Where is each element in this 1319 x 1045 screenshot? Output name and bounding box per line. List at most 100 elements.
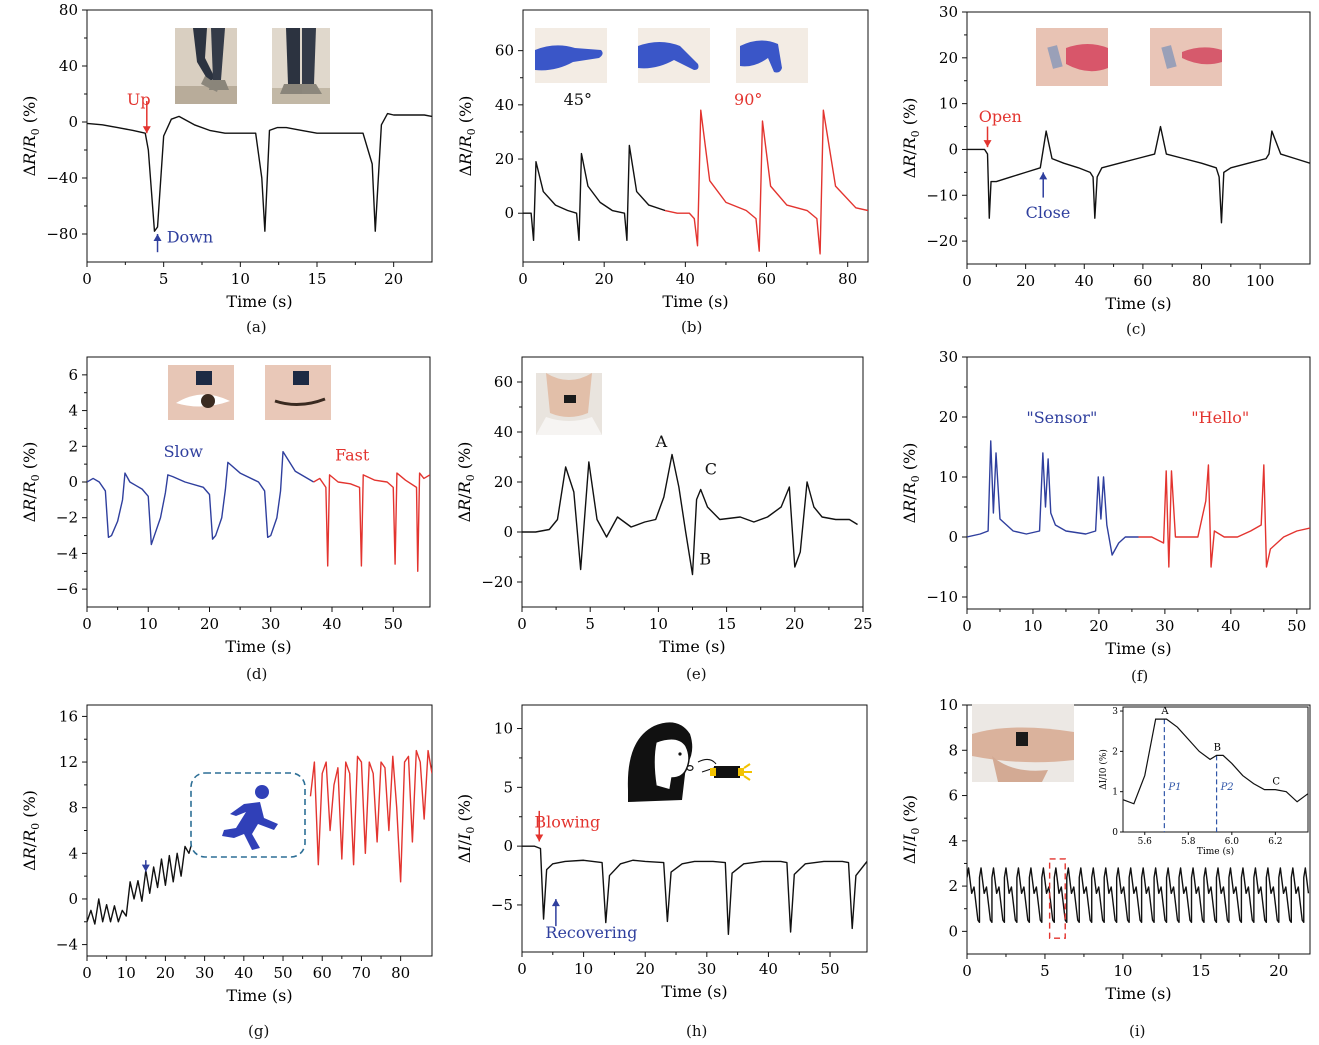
y-tick-label: 12 <box>59 753 78 771</box>
y-tick-label: −4 <box>56 936 78 954</box>
chart-c-arrowhead <box>1039 172 1048 180</box>
x-tick-label: 5 <box>1040 962 1050 980</box>
zoom-box <box>1048 858 1066 939</box>
chart-c-arrowhead <box>983 140 992 148</box>
y-tick-label: 0 <box>948 922 958 940</box>
chart-c-annotation: Open <box>979 107 1022 126</box>
chart-g: 0 10 20 30 40 50 60 70 80 −4 0 4 8 12 16 Time (s) ΔR/R0 … <box>0 690 440 1045</box>
y-tick-label: −2 <box>56 509 78 527</box>
x-tick-label: 20 <box>1089 617 1108 635</box>
chart-b-series-0 <box>523 144 666 242</box>
chart-b-series-1 <box>664 109 868 255</box>
chart-d: 0 10 20 30 40 50 −6 −4 −2 0 2 4 6 Time (s) ΔR/R0 (%) Sl… <box>0 345 440 690</box>
inset-point-label: C <box>1272 777 1280 788</box>
chart-b: 0 20 40 60 80 0 20 40 60 Time (s) ΔR/R0 (%) 45° 90° … <box>440 0 880 345</box>
y-tick-label: 5 <box>503 778 513 796</box>
x-tick-label: 60 <box>1133 272 1152 290</box>
chart-b-label: (b) <box>681 318 703 336</box>
mouth-open-photo <box>1036 28 1108 86</box>
y-tick-label: 20 <box>939 408 958 426</box>
chart-h-annotation: Blowing <box>534 812 600 831</box>
x-tick-label: 20 <box>595 270 614 288</box>
chart-e-label: (e) <box>686 665 707 683</box>
x-tick-label: 10 <box>574 960 593 978</box>
x-tick-label: 60 <box>313 964 332 982</box>
inset-point-label: B <box>1214 742 1221 753</box>
y-tick-label: 0 <box>68 113 78 131</box>
y-tick-label: −40 <box>46 169 78 187</box>
chart-c-plot: 0 20 40 60 80 100 −20 −10 0 10 20 30 Time (s) ΔR/R0 (… <box>900 3 1311 313</box>
chart-h-arrowhead <box>551 899 560 907</box>
chart-f-series-1 <box>1138 464 1310 568</box>
chart-g-arrowhead <box>141 864 150 872</box>
y-tick-label: −10 <box>926 186 958 204</box>
chart-g-label: (g) <box>248 1022 270 1040</box>
x-tick-label: 40 <box>676 270 695 288</box>
inset-x-tick-label: 6.2 <box>1268 837 1282 847</box>
chart-f: 0 10 20 30 40 50 −10 0 10 20 30 Time (s) ΔR/R0 (%) "S… <box>880 345 1319 690</box>
x-tick-label: 0 <box>517 615 527 633</box>
chart-d-series-1 <box>313 472 430 572</box>
y-tick-label: 2 <box>948 877 958 895</box>
inset-y-tick-label: 2 <box>1112 747 1118 757</box>
chart-e-ylabel: ΔR/R0 (%) <box>455 442 477 523</box>
x-tick-label: 0 <box>962 272 972 290</box>
chart-f-xlabel: Time (s) <box>1105 639 1171 658</box>
chart-d-annotation: Slow <box>164 442 204 461</box>
chart-i-frame <box>966 704 1311 955</box>
chart-a-ylabel: ΔR/R0 (%) <box>20 96 42 177</box>
x-tick-label: 20 <box>1016 272 1035 290</box>
x-tick-label: 50 <box>1287 617 1306 635</box>
x-tick-label: 40 <box>1075 272 1094 290</box>
x-tick-label: 50 <box>273 964 292 982</box>
x-tick-label: 15 <box>1191 962 1210 980</box>
chart-h-plot: 0 10 20 30 40 50 −5 0 5 10 Time (s) ΔI/I0 (%) Blowin… <box>455 704 868 1001</box>
x-tick-label: 70 <box>352 964 371 982</box>
chart-a-series-0 <box>87 112 432 232</box>
y-tick-label: 20 <box>495 150 514 168</box>
x-tick-label: 20 <box>636 960 655 978</box>
inset-marker-label: P2 <box>1220 782 1234 793</box>
chart-g-xlabel: Time (s) <box>226 986 292 1005</box>
inset-point-label: A <box>1160 706 1169 717</box>
x-tick-label: 25 <box>853 615 872 633</box>
y-tick-label: 0 <box>68 890 78 908</box>
x-tick-label: 0 <box>962 962 972 980</box>
y-tick-label: 6 <box>948 787 958 805</box>
y-tick-label: 4 <box>948 832 958 850</box>
x-tick-label: 20 <box>785 615 804 633</box>
y-tick-label: 10 <box>939 468 958 486</box>
x-tick-label: 80 <box>1192 272 1211 290</box>
chart-c-series-0 <box>967 125 1310 224</box>
inset-ylabel: ΔI/I0 (%) <box>1098 749 1109 790</box>
inset-xlabel: Time (s) <box>1197 846 1234 857</box>
inset-y-tick-label: 0 <box>1112 828 1118 838</box>
chart-b-plot: 0 20 40 60 80 0 20 40 60 Time (s) ΔR/R0 (%) 45° 90° <box>456 9 869 311</box>
chart-d-series-0 <box>87 450 314 546</box>
x-tick-label: 0 <box>962 617 972 635</box>
chart-h-frame <box>521 704 868 953</box>
x-tick-label: 40 <box>322 615 341 633</box>
blowing-person-icon <box>627 722 752 802</box>
chart-a-frame <box>86 9 433 263</box>
x-tick-label: 15 <box>717 615 736 633</box>
chart-b-annotation: 90° <box>734 90 762 109</box>
chart-e-annotation: C <box>705 460 717 479</box>
chart-e-xlabel: Time (s) <box>659 637 725 656</box>
chart-a-label: (a) <box>246 318 267 336</box>
y-tick-label: 60 <box>495 42 514 60</box>
chart-h-arrowhead <box>535 834 544 842</box>
chart-f-annotation: "Sensor" <box>1026 408 1097 427</box>
chart-i-label: (i) <box>1129 1022 1146 1040</box>
x-tick-label: 15 <box>307 270 326 288</box>
wrist-photo <box>972 704 1074 782</box>
x-tick-label: 20 <box>1269 962 1288 980</box>
chart-f-series-0 <box>967 440 1139 556</box>
inset-x-tick-label: 5.6 <box>1138 837 1153 847</box>
y-tick-label: 8 <box>68 799 78 817</box>
y-tick-label: 4 <box>68 844 78 862</box>
chart-d-plot: 0 10 20 30 40 50 −6 −4 −2 0 2 4 6 Time (s) ΔR/R0 (%) Sl… <box>20 356 431 656</box>
chart-c-xlabel: Time (s) <box>1105 294 1171 313</box>
y-tick-label: −4 <box>56 544 78 562</box>
leg-up-photo <box>175 28 237 104</box>
